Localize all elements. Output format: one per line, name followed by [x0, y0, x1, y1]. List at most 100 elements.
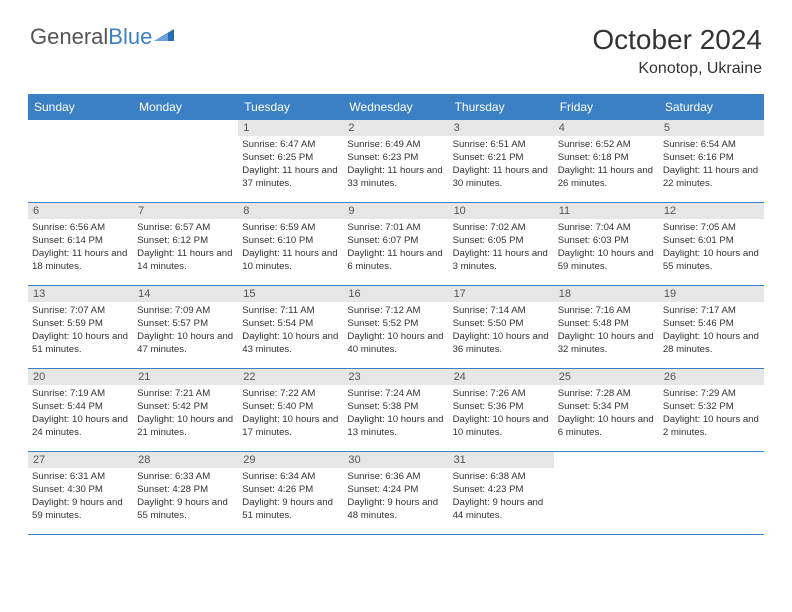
day-number: 14: [133, 286, 238, 302]
day-cell: 28Sunrise: 6:33 AM Sunset: 4:28 PM Dayli…: [133, 452, 238, 534]
week-row: 6Sunrise: 6:56 AM Sunset: 6:14 PM Daylig…: [28, 203, 764, 286]
day-number: 6: [28, 203, 133, 219]
day-cell: 21Sunrise: 7:21 AM Sunset: 5:42 PM Dayli…: [133, 369, 238, 451]
day-cell: 11Sunrise: 7:04 AM Sunset: 6:03 PM Dayli…: [554, 203, 659, 285]
day-header: Saturday: [659, 94, 764, 120]
day-body: Sunrise: 7:12 AM Sunset: 5:52 PM Dayligh…: [343, 302, 448, 361]
day-body: Sunrise: 6:54 AM Sunset: 6:16 PM Dayligh…: [659, 136, 764, 195]
day-number: 10: [449, 203, 554, 219]
day-body: Sunrise: 7:24 AM Sunset: 5:38 PM Dayligh…: [343, 385, 448, 444]
day-cell: [133, 120, 238, 202]
day-number: 16: [343, 286, 448, 302]
day-body: Sunrise: 7:26 AM Sunset: 5:36 PM Dayligh…: [449, 385, 554, 444]
day-cell: [28, 120, 133, 202]
day-cell: 2Sunrise: 6:49 AM Sunset: 6:23 PM Daylig…: [343, 120, 448, 202]
logo-prefix: General: [30, 24, 108, 49]
day-number: 13: [28, 286, 133, 302]
day-body: Sunrise: 7:11 AM Sunset: 5:54 PM Dayligh…: [238, 302, 343, 361]
day-number: 4: [554, 120, 659, 136]
day-number: 18: [554, 286, 659, 302]
day-cell: 29Sunrise: 6:34 AM Sunset: 4:26 PM Dayli…: [238, 452, 343, 534]
day-cell: 18Sunrise: 7:16 AM Sunset: 5:48 PM Dayli…: [554, 286, 659, 368]
day-cell: 9Sunrise: 7:01 AM Sunset: 6:07 PM Daylig…: [343, 203, 448, 285]
day-cell: 7Sunrise: 6:57 AM Sunset: 6:12 PM Daylig…: [133, 203, 238, 285]
title-block: October 2024 Konotop, Ukraine: [592, 24, 762, 78]
day-cell: 23Sunrise: 7:24 AM Sunset: 5:38 PM Dayli…: [343, 369, 448, 451]
day-number: 7: [133, 203, 238, 219]
week-row: 1Sunrise: 6:47 AM Sunset: 6:25 PM Daylig…: [28, 120, 764, 203]
calendar: SundayMondayTuesdayWednesdayThursdayFrid…: [0, 94, 792, 535]
day-number: 11: [554, 203, 659, 219]
day-number: 22: [238, 369, 343, 385]
day-cell: 3Sunrise: 6:51 AM Sunset: 6:21 PM Daylig…: [449, 120, 554, 202]
day-number: 27: [28, 452, 133, 468]
day-number: 24: [449, 369, 554, 385]
day-body: Sunrise: 7:01 AM Sunset: 6:07 PM Dayligh…: [343, 219, 448, 278]
day-body: Sunrise: 7:28 AM Sunset: 5:34 PM Dayligh…: [554, 385, 659, 444]
day-cell: 22Sunrise: 7:22 AM Sunset: 5:40 PM Dayli…: [238, 369, 343, 451]
day-number: 1: [238, 120, 343, 136]
day-body: Sunrise: 6:51 AM Sunset: 6:21 PM Dayligh…: [449, 136, 554, 195]
day-cell: 31Sunrise: 6:38 AM Sunset: 4:23 PM Dayli…: [449, 452, 554, 534]
location: Konotop, Ukraine: [592, 60, 762, 78]
month-title: October 2024: [592, 24, 762, 56]
day-number: [554, 452, 659, 468]
day-body: Sunrise: 6:34 AM Sunset: 4:26 PM Dayligh…: [238, 468, 343, 527]
day-number: 9: [343, 203, 448, 219]
day-body: Sunrise: 6:57 AM Sunset: 6:12 PM Dayligh…: [133, 219, 238, 278]
day-cell: 8Sunrise: 6:59 AM Sunset: 6:10 PM Daylig…: [238, 203, 343, 285]
day-cell: 4Sunrise: 6:52 AM Sunset: 6:18 PM Daylig…: [554, 120, 659, 202]
day-body: [133, 136, 238, 143]
logo-triangle-icon: [154, 27, 176, 48]
day-header: Tuesday: [238, 94, 343, 120]
week-row: 27Sunrise: 6:31 AM Sunset: 4:30 PM Dayli…: [28, 452, 764, 535]
day-header: Wednesday: [343, 94, 448, 120]
day-body: Sunrise: 6:49 AM Sunset: 6:23 PM Dayligh…: [343, 136, 448, 195]
day-number: 2: [343, 120, 448, 136]
week-row: 13Sunrise: 7:07 AM Sunset: 5:59 PM Dayli…: [28, 286, 764, 369]
day-number: 5: [659, 120, 764, 136]
day-number: 23: [343, 369, 448, 385]
day-number: 15: [238, 286, 343, 302]
day-header: Thursday: [449, 94, 554, 120]
header: GeneralBlue October 2024 Konotop, Ukrain…: [0, 0, 792, 86]
logo: GeneralBlue: [30, 24, 176, 50]
day-number: 12: [659, 203, 764, 219]
day-number: 26: [659, 369, 764, 385]
day-number: 8: [238, 203, 343, 219]
day-cell: 19Sunrise: 7:17 AM Sunset: 5:46 PM Dayli…: [659, 286, 764, 368]
day-number: 29: [238, 452, 343, 468]
day-cell: 17Sunrise: 7:14 AM Sunset: 5:50 PM Dayli…: [449, 286, 554, 368]
day-body: Sunrise: 7:16 AM Sunset: 5:48 PM Dayligh…: [554, 302, 659, 361]
day-cell: 30Sunrise: 6:36 AM Sunset: 4:24 PM Dayli…: [343, 452, 448, 534]
day-body: Sunrise: 7:29 AM Sunset: 5:32 PM Dayligh…: [659, 385, 764, 444]
day-cell: 13Sunrise: 7:07 AM Sunset: 5:59 PM Dayli…: [28, 286, 133, 368]
day-cell: 1Sunrise: 6:47 AM Sunset: 6:25 PM Daylig…: [238, 120, 343, 202]
day-number: 28: [133, 452, 238, 468]
day-body: [659, 468, 764, 475]
day-number: 20: [28, 369, 133, 385]
day-cell: 6Sunrise: 6:56 AM Sunset: 6:14 PM Daylig…: [28, 203, 133, 285]
day-number: 17: [449, 286, 554, 302]
day-number: 19: [659, 286, 764, 302]
day-body: Sunrise: 6:56 AM Sunset: 6:14 PM Dayligh…: [28, 219, 133, 278]
day-number: 3: [449, 120, 554, 136]
day-body: Sunrise: 6:38 AM Sunset: 4:23 PM Dayligh…: [449, 468, 554, 527]
day-cell: [554, 452, 659, 534]
day-body: Sunrise: 6:52 AM Sunset: 6:18 PM Dayligh…: [554, 136, 659, 195]
day-number: [659, 452, 764, 468]
day-body: Sunrise: 6:59 AM Sunset: 6:10 PM Dayligh…: [238, 219, 343, 278]
day-number: 25: [554, 369, 659, 385]
day-body: Sunrise: 7:22 AM Sunset: 5:40 PM Dayligh…: [238, 385, 343, 444]
day-body: Sunrise: 7:05 AM Sunset: 6:01 PM Dayligh…: [659, 219, 764, 278]
day-body: Sunrise: 6:33 AM Sunset: 4:28 PM Dayligh…: [133, 468, 238, 527]
day-header: Monday: [133, 94, 238, 120]
day-cell: 26Sunrise: 7:29 AM Sunset: 5:32 PM Dayli…: [659, 369, 764, 451]
day-body: [554, 468, 659, 475]
day-header-row: SundayMondayTuesdayWednesdayThursdayFrid…: [28, 94, 764, 120]
day-cell: 27Sunrise: 6:31 AM Sunset: 4:30 PM Dayli…: [28, 452, 133, 534]
day-cell: 5Sunrise: 6:54 AM Sunset: 6:16 PM Daylig…: [659, 120, 764, 202]
logo-text: GeneralBlue: [30, 24, 152, 50]
day-body: Sunrise: 7:04 AM Sunset: 6:03 PM Dayligh…: [554, 219, 659, 278]
day-number: [133, 120, 238, 136]
